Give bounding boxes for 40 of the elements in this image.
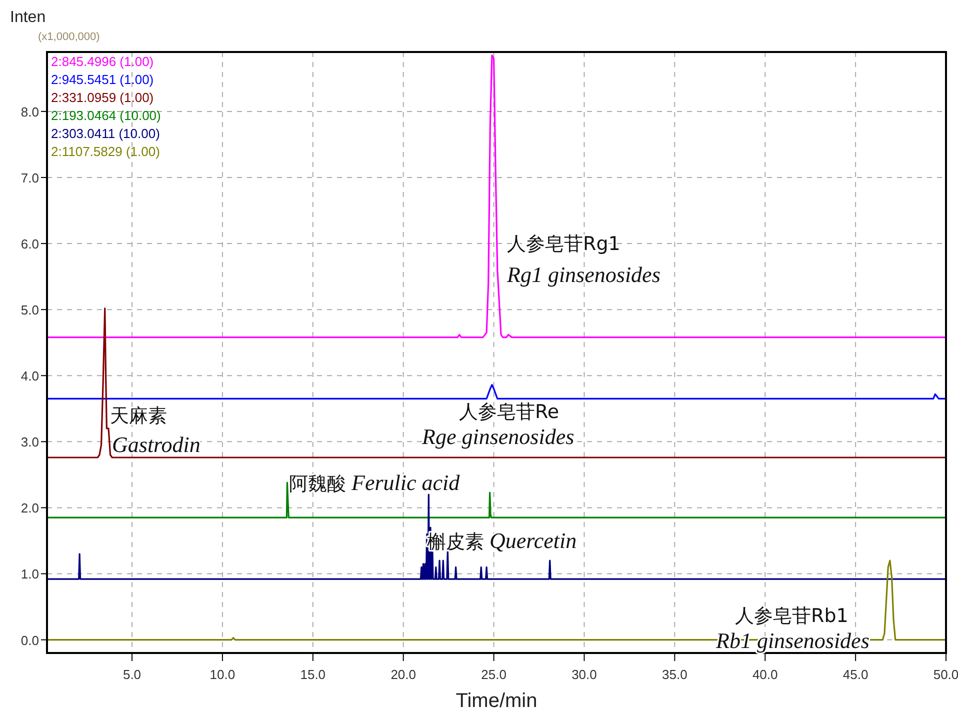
text: 2:331.0959 (1.00) — [51, 90, 154, 105]
text: (x1,000,000) — [38, 31, 100, 43]
line-series — [47, 307, 946, 458]
y-tick-label: 3.0 — [20, 434, 39, 450]
x-tick-label: 45.0 — [842, 667, 868, 682]
y-tick-label: 2.0 — [20, 500, 39, 516]
text: 2:945.5451 (1.00) — [51, 72, 154, 87]
x-tick-label: 25.0 — [481, 667, 506, 682]
x-tick-label: 40.0 — [752, 667, 778, 682]
annotation: Gastrodin — [112, 432, 200, 457]
annotation: 人参皂苷Rg1 — [507, 233, 620, 255]
y-tick-label: 0.0 — [20, 632, 39, 648]
text: 2:845.4996 (1.00) — [51, 54, 154, 69]
text: 2:193.0464 (10.00) — [51, 108, 161, 123]
x-axis-title: Time/min — [456, 690, 538, 712]
x-tick-label: 30.0 — [572, 667, 597, 682]
y-tick-label: 4.0 — [20, 368, 39, 384]
x-tick-label: 5.0 — [122, 667, 142, 682]
annotation: Rge ginsenosides — [421, 424, 574, 449]
line-series — [47, 54, 946, 338]
x-tick-label: 20.0 — [390, 667, 416, 682]
y-tick-label: 5.0 — [20, 302, 39, 318]
line-series — [47, 384, 946, 400]
text: 2:1107.5829 (1.00) — [51, 144, 160, 159]
annotation: 人参皂苷Re — [459, 401, 560, 423]
annotation: 阿魏酸 Ferulic acid — [289, 470, 461, 495]
text: 2:303.0411 (10.00) — [51, 126, 160, 141]
y-axis-title: Inten — [10, 9, 46, 26]
y-tick-label: 6.0 — [20, 236, 39, 252]
x-tick-label: 35.0 — [662, 667, 688, 682]
x-tick-label: 50.0 — [933, 667, 958, 682]
annotation: Rg1 ginsenosides — [506, 262, 660, 287]
annotation: 天麻素 — [110, 405, 167, 427]
y-tick-label: 8.0 — [20, 104, 39, 120]
y-tick-label: 7.0 — [20, 170, 39, 186]
line-series — [47, 494, 946, 580]
y-tick-label: 1.0 — [20, 566, 39, 582]
annotation: 人参皂苷Rb1 — [735, 605, 848, 627]
x-tick-label: 15.0 — [300, 667, 326, 682]
x-tick-label: 10.0 — [210, 667, 236, 682]
